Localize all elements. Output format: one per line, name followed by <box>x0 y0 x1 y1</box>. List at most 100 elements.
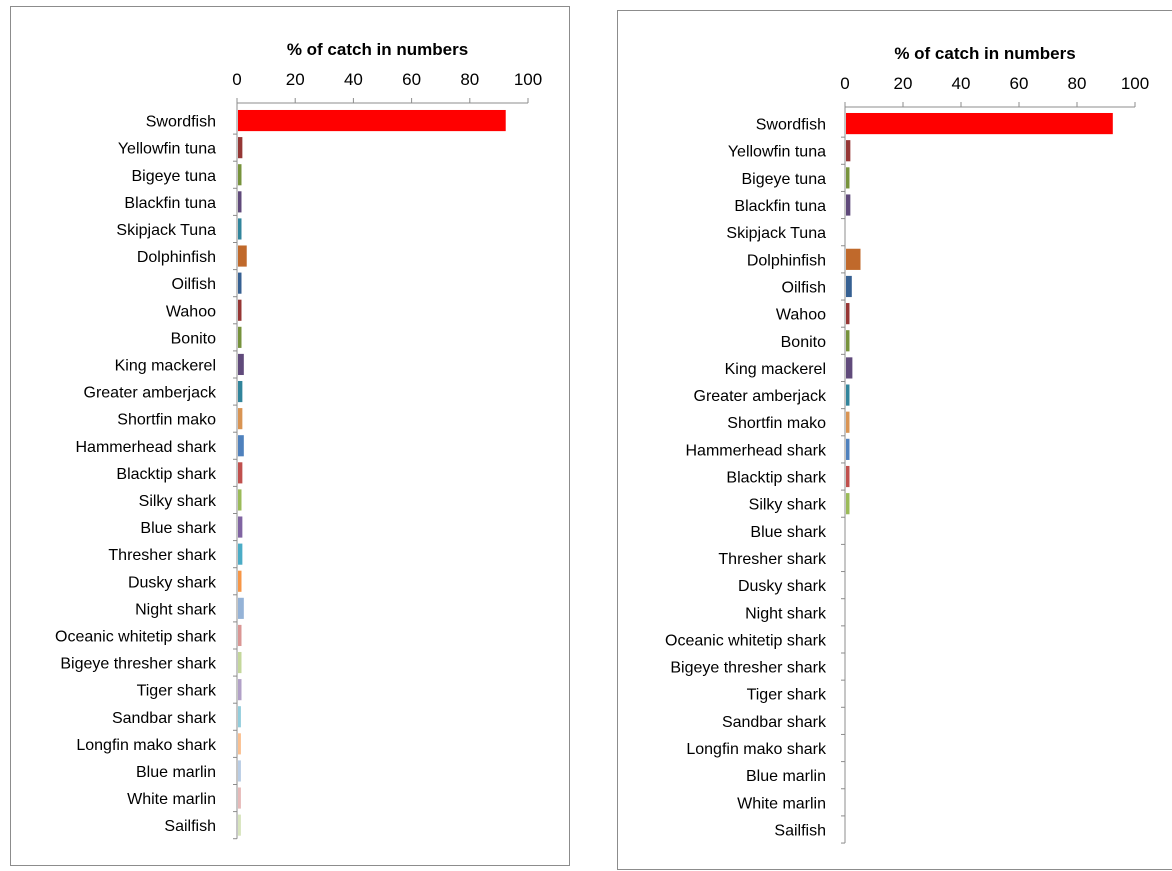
category-label: Bigeye tuna <box>131 168 216 185</box>
bar <box>846 112 1113 135</box>
bar-chart-right: % of catch in numbers 0 20 40 60 80 100 Swordfi… <box>665 44 1149 844</box>
category-label: Greater amberjack <box>694 388 827 405</box>
bar <box>238 299 242 321</box>
category-label: Sandbar shark <box>112 710 217 727</box>
bar <box>238 787 241 809</box>
bar <box>846 248 861 270</box>
x-tick-label: 20 <box>894 74 913 93</box>
x-tick-label: 100 <box>514 70 542 89</box>
category-label: Blue shark <box>140 520 217 537</box>
bar <box>238 137 243 159</box>
category-label: Bigeye thresher shark <box>670 660 827 677</box>
bar <box>846 411 850 433</box>
category-label: Hammerhead shark <box>76 439 218 456</box>
bar <box>238 218 242 240</box>
bar <box>238 326 242 348</box>
category-label: Bonito <box>781 334 826 351</box>
chart-panel-left: % of catch in numbers 0 20 40 60 80 100 Swordfi… <box>10 6 570 866</box>
bar <box>238 272 242 294</box>
category-label: Tiger shark <box>747 687 827 704</box>
category-label: Longfin mako shark <box>686 741 827 758</box>
category-label: Longfin mako shark <box>76 737 217 754</box>
category-label: Sandbar shark <box>722 714 827 731</box>
bar <box>238 543 243 565</box>
bar <box>846 438 850 460</box>
x-tick-label: 40 <box>344 70 363 89</box>
category-label: Wahoo <box>776 307 826 324</box>
bar <box>846 194 851 216</box>
category-label: Bigeye thresher shark <box>60 656 217 673</box>
category-label: Shortfin mako <box>117 412 216 429</box>
category-label: Greater amberjack <box>84 385 217 402</box>
category-label: Dolphinfish <box>747 252 826 269</box>
bar <box>238 679 242 701</box>
category-label: White marlin <box>737 795 826 812</box>
bar <box>238 516 243 538</box>
bar <box>238 733 241 755</box>
bar <box>846 384 850 406</box>
bar <box>846 465 850 488</box>
x-tick-label: 40 <box>952 74 971 93</box>
bar <box>238 353 244 376</box>
bar <box>238 380 243 403</box>
category-label: Thresher shark <box>718 551 827 568</box>
category-label: Oceanic whitetip shark <box>665 632 827 649</box>
bar <box>846 140 851 162</box>
category-label: Sailfish <box>774 822 826 839</box>
category-label: Dolphinfish <box>137 249 216 266</box>
bar <box>846 357 853 379</box>
bar <box>238 191 242 213</box>
bar <box>238 408 243 430</box>
bar <box>238 489 242 511</box>
category-label: Swordfish <box>146 114 216 131</box>
category-label: Dusky shark <box>738 578 827 595</box>
bar <box>238 814 241 836</box>
bar <box>238 570 242 592</box>
category-label: Swordfish <box>756 117 826 134</box>
category-label: Dusky shark <box>128 574 217 591</box>
category-label: Hammerhead shark <box>686 442 828 459</box>
category-label: Sailfish <box>164 818 216 835</box>
category-label: Tiger shark <box>137 683 217 700</box>
bar <box>238 164 242 186</box>
category-label: Shortfin mako <box>727 415 826 432</box>
category-label: Silky shark <box>749 497 827 514</box>
bar <box>846 493 850 515</box>
bar <box>238 435 244 457</box>
bar <box>238 109 506 132</box>
category-label: Silky shark <box>139 493 217 510</box>
category-label: Yellowfin tuna <box>118 141 216 158</box>
bar <box>238 624 242 647</box>
bar <box>238 706 241 728</box>
category-label: Skipjack Tuna <box>726 225 826 242</box>
bar <box>238 245 247 267</box>
bar <box>846 275 852 298</box>
x-tick-label: 0 <box>232 70 241 89</box>
x-tick-label: 80 <box>1068 74 1087 93</box>
category-label: Oilfish <box>782 279 826 296</box>
category-label: King mackerel <box>115 357 216 374</box>
category-label: Blacktip shark <box>726 470 827 487</box>
chart-panel-right: % of catch in numbers 0 20 40 60 80 100 Swordfi… <box>617 10 1172 870</box>
category-label: Bonito <box>171 330 216 347</box>
x-tick-label: 20 <box>286 70 305 89</box>
x-tick-label: 60 <box>1010 74 1029 93</box>
category-label: Skipjack Tuna <box>116 222 216 239</box>
chart-title: % of catch in numbers <box>287 40 468 59</box>
category-label: King mackerel <box>725 361 826 378</box>
category-label: Blue marlin <box>746 768 826 785</box>
category-label: Bigeye tuna <box>741 171 826 188</box>
bar <box>238 462 243 484</box>
bar <box>846 167 850 189</box>
bar-chart-left: % of catch in numbers 0 20 40 60 80 100 Swordfi… <box>55 40 542 840</box>
bar <box>846 303 850 325</box>
x-tick-label: 60 <box>402 70 421 89</box>
category-label: Night shark <box>745 605 827 622</box>
category-label: Blue marlin <box>136 764 216 781</box>
bar <box>238 651 242 674</box>
category-label: Blackfin tuna <box>124 195 216 212</box>
category-label: Blue shark <box>750 524 827 541</box>
category-label: White marlin <box>127 791 216 808</box>
x-tick-label: 80 <box>460 70 479 89</box>
bar <box>846 330 850 352</box>
